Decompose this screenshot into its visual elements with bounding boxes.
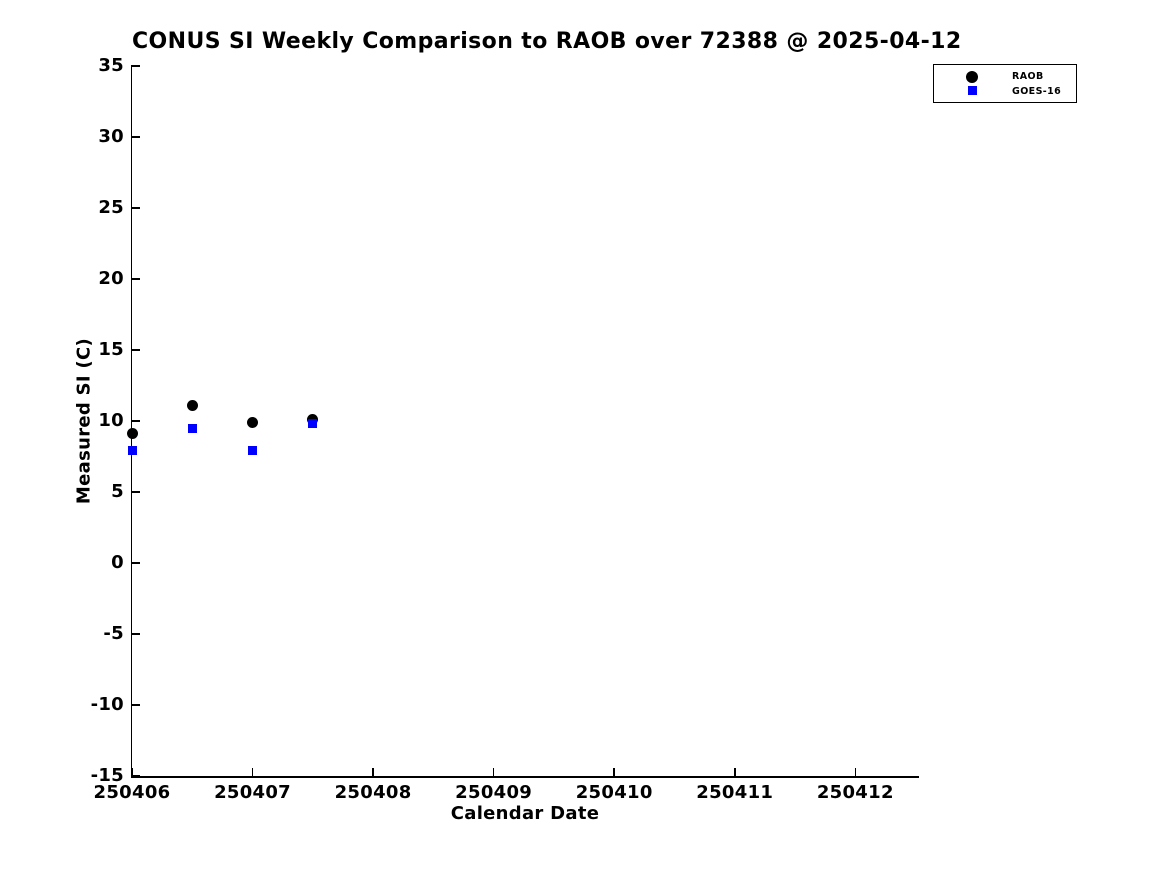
y-tick	[132, 775, 140, 777]
y-tick-label: 10	[98, 410, 124, 431]
y-tick	[132, 207, 140, 209]
goes-16-data-point	[127, 446, 137, 456]
legend-label-goes-16: GOES-16	[1012, 85, 1062, 97]
y-tick-label: -5	[103, 623, 124, 644]
x-tick-label: 250410	[575, 782, 653, 803]
y-tick	[132, 420, 140, 422]
y-tick-label: 15	[98, 339, 124, 360]
goes-16-data-point	[187, 423, 197, 433]
x-tick	[492, 768, 495, 776]
legend: RAOB GOES-16	[933, 64, 1077, 103]
x-tick	[131, 768, 133, 776]
x-tick-label: 250406	[93, 782, 171, 803]
x-tick	[613, 768, 615, 776]
y-tick	[132, 704, 140, 706]
raob-data-point	[247, 416, 259, 428]
y-tick-label: 30	[98, 126, 124, 147]
y-axis-spine	[130, 65, 132, 778]
goes-16-data-point	[308, 419, 318, 429]
x-axis-label: Calendar Date	[450, 803, 600, 824]
y-tick	[132, 633, 140, 635]
x-tick	[854, 768, 857, 776]
chart-title: CONUS SI Weekly Comparison to RAOB over …	[132, 29, 962, 54]
y-tick-label: 35	[98, 55, 124, 76]
legend-label-raob: RAOB	[1012, 71, 1044, 82]
x-tick-label: 250407	[214, 782, 292, 803]
y-tick	[132, 562, 140, 564]
x-tick-label: 250411	[696, 782, 774, 803]
legend-raob-circle-icon	[966, 70, 978, 83]
y-tick-label: 0	[111, 552, 124, 573]
y-tick	[132, 349, 140, 351]
x-tick	[251, 768, 254, 776]
legend-goes-16-square-icon	[967, 85, 977, 95]
x-axis-spine	[130, 776, 919, 778]
raob-data-point	[126, 428, 138, 440]
raob-data-point	[186, 399, 198, 411]
y-tick	[132, 278, 140, 280]
y-tick	[132, 136, 140, 138]
x-tick	[372, 768, 374, 776]
y-tick-label: -15	[90, 765, 124, 786]
y-tick-label: -10	[90, 694, 124, 715]
y-tick	[132, 491, 140, 493]
y-tick-label: 25	[98, 197, 124, 218]
y-tick	[132, 65, 140, 67]
y-tick-label: 20	[98, 268, 124, 289]
y-tick-label: 5	[111, 481, 124, 502]
x-tick	[734, 768, 736, 776]
x-tick-label: 250408	[334, 782, 412, 803]
x-tick-label: 250412	[816, 782, 894, 803]
goes-16-data-point	[248, 446, 258, 456]
x-tick-label: 250409	[455, 782, 533, 803]
